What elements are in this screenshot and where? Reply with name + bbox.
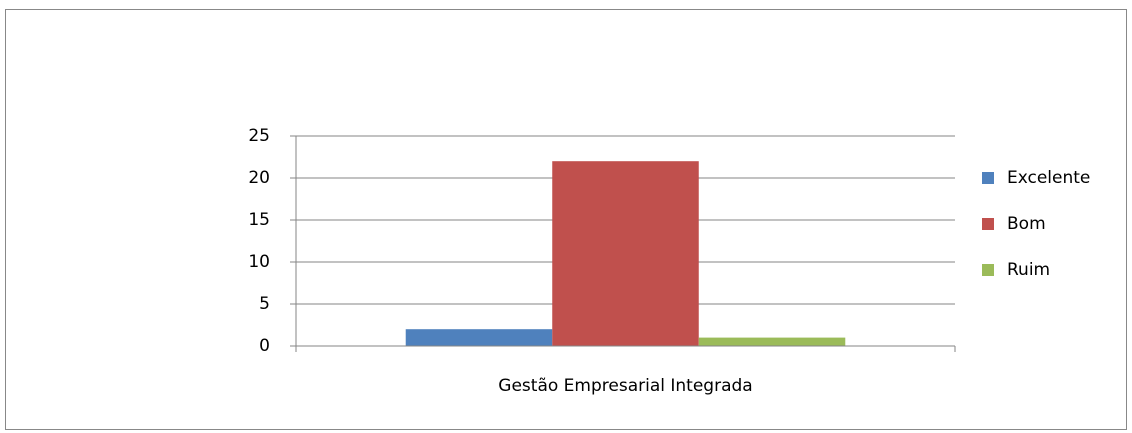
y-tick-label: 25 (248, 126, 270, 146)
legend-swatch (982, 172, 994, 184)
y-tick-label: 10 (248, 252, 270, 272)
legend-label: Bom (1007, 214, 1046, 234)
legend-label: Excelente (1007, 168, 1090, 188)
y-tick-label: 0 (259, 336, 270, 356)
y-tick-label: 20 (248, 168, 270, 188)
bar (405, 329, 553, 346)
bar (552, 161, 699, 346)
y-tick-label: 5 (259, 294, 270, 314)
legend-swatch (982, 218, 994, 230)
legend-label: Ruim (1007, 260, 1050, 280)
y-tick-label: 15 (248, 210, 270, 230)
bar (698, 337, 846, 346)
x-tick-label: Gestão Empresarial Integrada (498, 376, 752, 396)
legend-swatch (982, 264, 994, 276)
